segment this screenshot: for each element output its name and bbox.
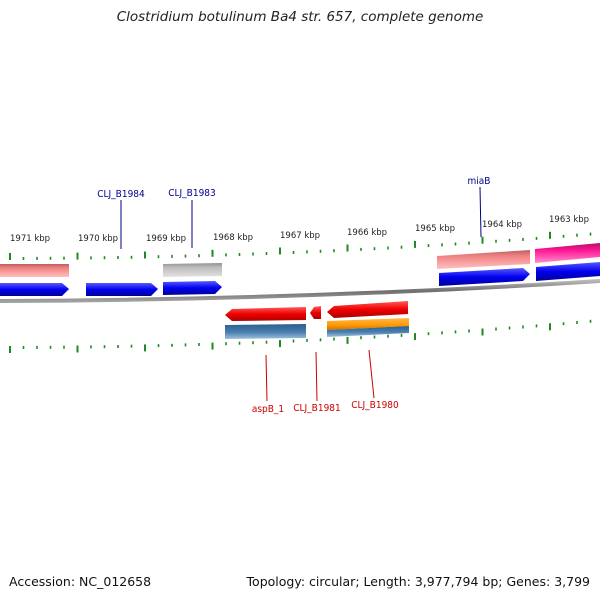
gene-label-CLJ_B1980[interactable]: CLJ_B1980 — [351, 400, 399, 411]
scale-label-1967: 1967 kbp — [280, 231, 320, 241]
accession-label: Accession: — [9, 574, 76, 589]
cds-arrow-left-edge[interactable] — [0, 283, 69, 296]
genome-backbone — [0, 279, 600, 303]
feature-steelblue-right[interactable] — [327, 326, 409, 337]
cds-arrow-CLJ_B1981[interactable] — [310, 306, 321, 319]
cds-arrow-CLJ_B1984[interactable] — [86, 283, 158, 296]
genes-value: 3,799 — [554, 574, 590, 589]
cds-arrow-aspB_1[interactable] — [225, 307, 306, 321]
scale-label-1964: 1964 kbp — [482, 220, 522, 230]
page-title: Clostridium botulinum Ba4 str. 657, comp… — [116, 9, 484, 25]
feature-steelblue-aspB[interactable] — [225, 324, 306, 339]
leader-CLJ_B1980 — [368, 349, 375, 399]
leader-miaB — [479, 186, 482, 238]
length-label: Length: — [363, 574, 411, 589]
genes-label: Genes: — [506, 574, 551, 589]
separator: ; — [498, 574, 503, 589]
cds-track-forward — [0, 262, 600, 296]
gene-label-aspB_1[interactable]: aspB_1 — [252, 404, 284, 415]
feature-salmon-miaB[interactable] — [437, 250, 530, 269]
gene-label-CLJ_B1984[interactable]: CLJ_B1984 — [97, 189, 145, 200]
cds-arrow-CLJ_B1983[interactable] — [163, 281, 222, 295]
gene-label-CLJ_B1981[interactable]: CLJ_B1981 — [293, 403, 341, 414]
scale-labels: 1971 kbp 1970 kbp 1969 kbp 1968 kbp 1967… — [10, 215, 589, 244]
cds-track-reverse — [225, 301, 408, 321]
accession-value: NC_012658 — [79, 574, 152, 589]
length-value: 3,977,794 bp — [414, 574, 499, 589]
cds-arrow-CLJ_B1980[interactable] — [327, 301, 408, 318]
cds-arrow-miaB[interactable] — [439, 268, 530, 286]
scale-label-1970: 1970 kbp — [78, 234, 118, 244]
topology-label: Topology: — [246, 574, 306, 589]
scale-label-1968: 1968 kbp — [213, 233, 253, 243]
scale-label-1963: 1963 kbp — [549, 215, 589, 225]
scale-ticks-inner — [9, 319, 592, 353]
scale-label-1965: 1965 kbp — [415, 224, 455, 234]
gene-labels: CLJ_B1984 CLJ_B1983 miaB aspB_1 CLJ_B198… — [97, 176, 490, 415]
leader-aspB_1 — [265, 354, 268, 402]
label-leaders — [120, 186, 482, 402]
separator: ; — [355, 574, 360, 589]
feature-gray[interactable] — [163, 263, 222, 277]
leader-CLJ_B1981 — [315, 351, 318, 402]
scale-label-1971: 1971 kbp — [10, 234, 50, 244]
scale-label-1969: 1969 kbp — [146, 234, 186, 244]
scale-ticks-outer — [9, 231, 592, 260]
scale-label-1966: 1966 kbp — [347, 228, 387, 238]
feature-pink[interactable] — [535, 243, 600, 263]
topology-value: circular — [309, 574, 356, 589]
gene-label-CLJ_B1983[interactable]: CLJ_B1983 — [168, 188, 216, 199]
cds-arrow-right-edge[interactable] — [536, 262, 600, 281]
gene-label-miaB[interactable]: miaB — [468, 176, 491, 187]
feature-track-forward — [0, 243, 600, 277]
feature-track-reverse — [225, 318, 409, 339]
accession-info: Accession: NC_012658 — [9, 574, 151, 589]
genome-stats: Topology: circular; Length: 3,977,794 bp… — [247, 574, 590, 589]
feature-salmon-left[interactable] — [0, 264, 69, 277]
